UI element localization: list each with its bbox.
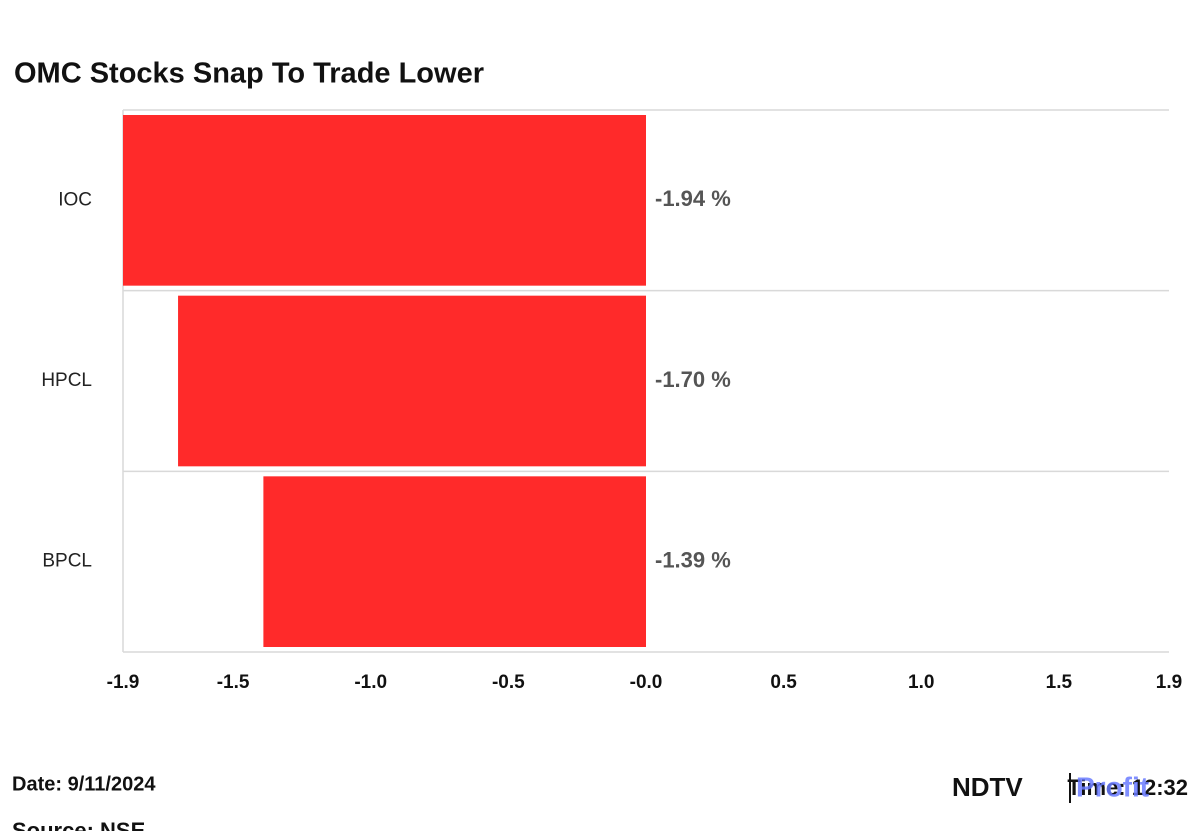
x-tick-label: -1.0 [354,672,387,693]
y-tick-label: IOC [58,189,92,210]
value-label: -1.39 % [655,547,731,572]
x-tick-label: -1.5 [217,672,250,693]
x-tick-label: -0.5 [492,672,525,693]
value-label: -1.94 % [655,186,731,211]
x-tick-label: -0.0 [630,672,663,693]
logo: NDTV [952,772,1023,802]
bar [123,115,646,286]
logo-sub: Profit [1076,771,1149,802]
x-tick-label: 1.5 [1046,672,1073,693]
footer-source: Source: NSE [12,818,145,831]
bar [178,295,647,467]
x-tick-label: 1.9 [1156,672,1182,693]
x-tick-label: 1.0 [908,672,934,693]
plot: -1.9 -1.5 -1.0 -0.5 -0.0 0.5 1.0 1.5 1.9 IOC -1.94… [41,109,1182,693]
value-label: -1.70 % [655,367,731,392]
footer-time: Time: 12:32 [1067,775,1188,800]
bar [263,476,646,647]
y-tick-label: BPCL [42,551,92,572]
y-tick-label: HPCL [41,370,92,391]
footer-date: Date: 9/11/2024 [12,773,156,795]
chart-title: OMC Stocks Snap To Trade Lower [14,58,484,90]
x-tick-label: 0.5 [770,672,797,693]
x-tick-label: -1.9 [107,672,140,693]
